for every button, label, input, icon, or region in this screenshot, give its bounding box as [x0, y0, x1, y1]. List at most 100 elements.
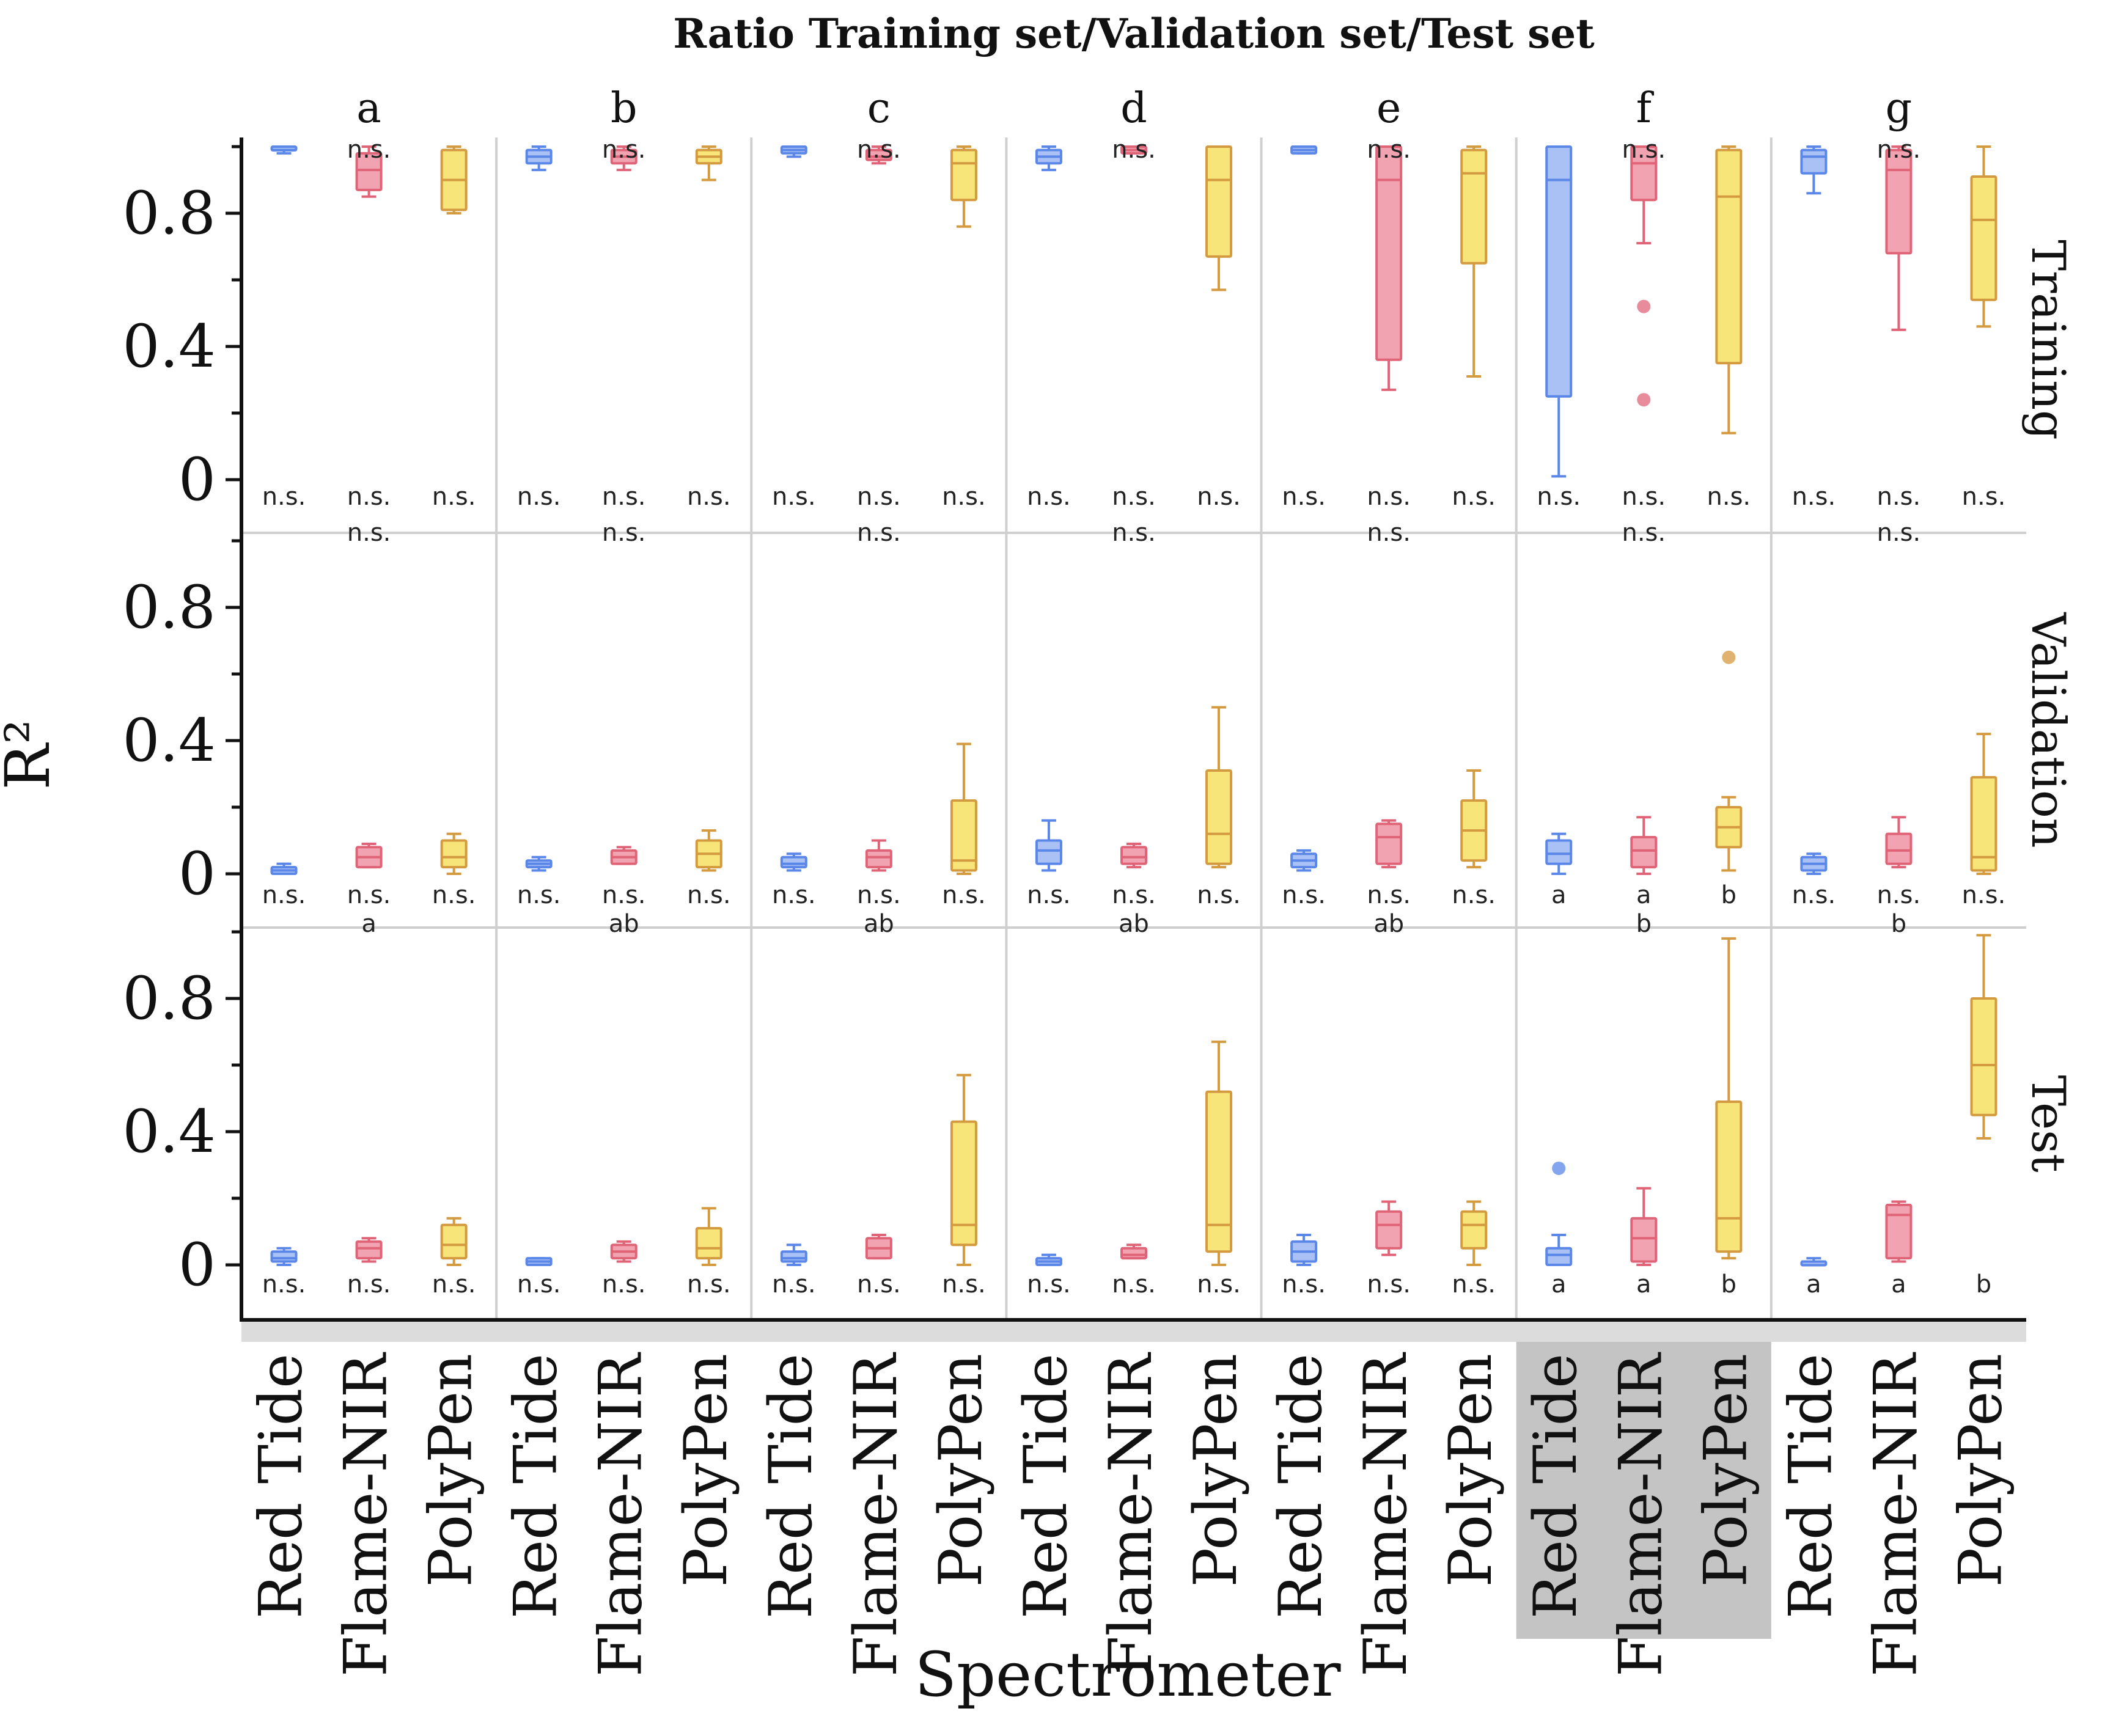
spectrometer-significance-label: n.s.: [262, 483, 306, 511]
y-tick-label: 0: [178, 840, 216, 908]
box-g-2-row1: [1970, 775, 1997, 872]
spectrometer-significance-label: n.s.: [687, 1270, 731, 1298]
spectrometer-significance-label: n.s.: [942, 1270, 986, 1298]
x-tick-label-f-1: Flame-NIR: [1606, 1352, 1675, 1677]
box-e-1-row0: [1375, 145, 1403, 361]
box-c-1-row1: [865, 849, 892, 869]
group-significance-label: n.s.: [1877, 136, 1921, 164]
group-significance-label: a: [361, 910, 377, 938]
spectrometer-significance-label: n.s.: [347, 483, 391, 511]
x-tick-label-f-2: PolyPen: [1691, 1353, 1760, 1587]
spectrometer-significance-label: n.s.: [1622, 483, 1666, 511]
boxes-layer: [270, 145, 1997, 1267]
spectrometer-significance-label: a: [1551, 1270, 1567, 1298]
spectrometer-significance-label: b: [1721, 881, 1736, 909]
spectrometer-significance-label: a: [1806, 1270, 1821, 1298]
highlight-band-f: [1516, 1321, 1771, 1639]
group-significance-label: n.s.: [602, 136, 646, 164]
box-d-1-row1: [1120, 846, 1147, 865]
spectrometer-significance-label: n.s.: [1452, 483, 1496, 511]
x-tick-label-e-0: Red Tide: [1266, 1353, 1335, 1619]
box-g-2-row0: [1970, 175, 1997, 301]
y-tick-label: 0: [178, 445, 216, 514]
group-significance-label: ab: [864, 910, 894, 938]
spectrometer-significance-label: n.s.: [687, 483, 731, 511]
box-f-0-row2: [1545, 1247, 1573, 1266]
group-label-b: b: [611, 84, 638, 133]
spectrometer-significance-label: n.s.: [857, 881, 901, 909]
box-f-2-row0: [1715, 148, 1743, 365]
box-e-2-row0: [1460, 148, 1488, 265]
group-significance-label: b: [1891, 910, 1906, 938]
row-label-2070: Test: [2021, 1075, 2076, 1172]
spectrometer-significance-label: n.s.: [517, 1270, 561, 1298]
box-e-2-row2: [1460, 1210, 1488, 1250]
group-label-e: e: [1376, 84, 1401, 133]
spectrometer-significance-label: b: [1976, 1270, 1991, 1298]
spectrometer-significance-label: a: [1891, 1270, 1906, 1298]
y-axis-label: R²: [0, 719, 64, 789]
spectrometer-significance-label: n.s.: [942, 881, 986, 909]
axes-layer: [226, 137, 2026, 1322]
spectrometer-significance-label: n.s.: [1027, 881, 1071, 909]
group-significance-label: n.s.: [1367, 519, 1411, 547]
spectrometer-significance-label: n.s.: [1027, 483, 1071, 511]
spectrometer-significance-label: n.s.: [772, 1270, 816, 1298]
spectrometer-significance-label: a: [1636, 881, 1652, 909]
box-c-0-row2: [780, 1250, 807, 1263]
spectrometer-significance-label: n.s.: [857, 483, 901, 511]
group-label-c: c: [867, 84, 891, 133]
spectrometer-significance-label: n.s.: [1367, 1270, 1411, 1298]
group-label-d: d: [1120, 84, 1147, 133]
y-tick-label: 0.8: [122, 573, 216, 642]
x-tick-label-b-0: Red Tide: [502, 1353, 570, 1619]
outlier-f-1-row0-1: [1637, 393, 1651, 407]
spectrometer-significance-label: n.s.: [687, 881, 731, 909]
group-significance-label: n.s.: [1367, 136, 1411, 164]
x-tick-label-e-1: Flame-NIR: [1351, 1352, 1420, 1677]
spectrometer-significance-label: n.s.: [1962, 483, 2006, 511]
box-f-1-row1: [1630, 836, 1658, 869]
row-label-785: Training: [2021, 240, 2076, 440]
box-d-2-row2: [1205, 1090, 1233, 1253]
spectrometer-significance-label: n.s.: [1792, 881, 1836, 909]
spectrometer-significance-label: n.s.: [1792, 483, 1836, 511]
spectrometer-significance-label: n.s.: [517, 483, 561, 511]
x-tick-label-g-2: PolyPen: [1946, 1353, 2015, 1587]
chart-title: Ratio Training set/Validation set/Test s…: [673, 10, 1595, 57]
spectrometer-significance-label: n.s.: [1452, 881, 1496, 909]
background-layer: [241, 1320, 2026, 1639]
box-f-2-row2: [1715, 1100, 1743, 1253]
spectrometer-significance-label: n.s.: [1112, 1270, 1156, 1298]
y-tick-label: 0.8: [122, 179, 216, 247]
outlier-f-2-row1-0: [1722, 650, 1736, 664]
spectrometer-significance-label: n.s.: [432, 1270, 476, 1298]
spectrometer-significance-label: n.s.: [347, 881, 391, 909]
box-g-1-row0: [1885, 148, 1913, 255]
box-g-1-row2: [1885, 1203, 1913, 1260]
x-axis-label: Spectrometer: [914, 1639, 1340, 1710]
box-d-1-row2: [1120, 1247, 1147, 1260]
x-tick-label-c-2: PolyPen: [927, 1353, 995, 1587]
spectrometer-significance-label: n.s.: [432, 881, 476, 909]
box-c-2-row2: [950, 1120, 977, 1247]
x-tick-label-e-2: PolyPen: [1436, 1353, 1505, 1587]
spectrometer-significance-label: n.s.: [942, 483, 986, 511]
spectrometer-significance-label: n.s.: [1197, 881, 1241, 909]
spectrometer-significance-label: b: [1721, 1270, 1736, 1298]
box-f-0-row0: [1545, 145, 1573, 398]
spectrometer-significance-label: n.s.: [1282, 1270, 1326, 1298]
box-a-0-row2: [270, 1250, 298, 1263]
group-significance-label: b: [1636, 910, 1652, 938]
x-tick-label-b-2: PolyPen: [672, 1353, 740, 1587]
x-tick-label-d-1: Flame-NIR: [1097, 1352, 1165, 1677]
box-g-1-row1: [1885, 832, 1913, 865]
box-a-2-row1: [440, 839, 468, 869]
group-significance-label: n.s.: [1112, 519, 1156, 547]
group-significance-label: ab: [1119, 910, 1149, 938]
spectrometer-significance-label: n.s.: [1367, 881, 1411, 909]
group-significance-label: n.s.: [347, 136, 391, 164]
spectrometer-significance-label: n.s.: [602, 881, 646, 909]
y-tick-label: 0: [178, 1231, 216, 1299]
